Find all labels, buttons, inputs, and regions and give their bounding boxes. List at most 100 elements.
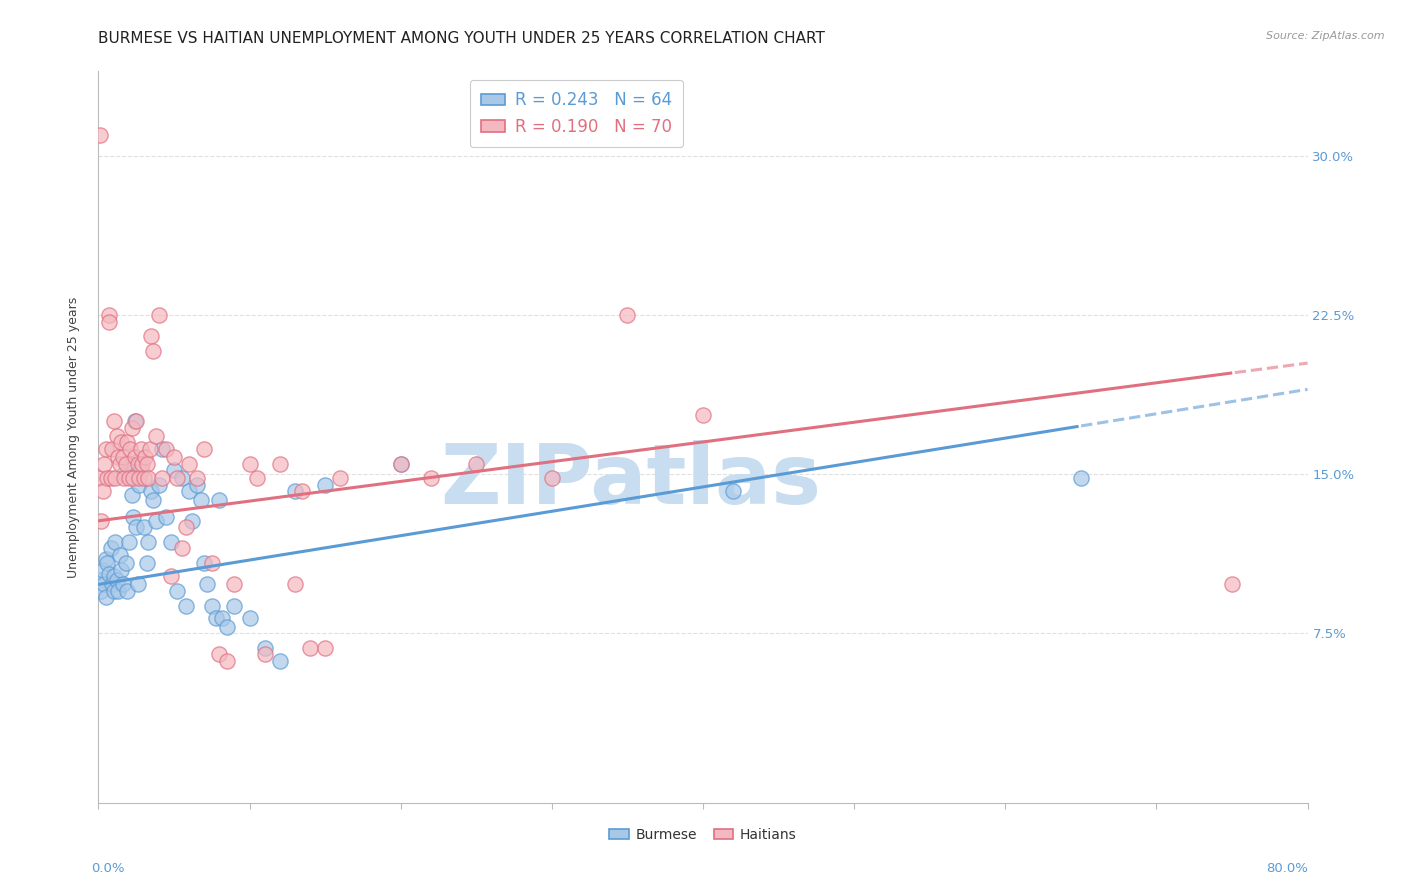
Point	[145, 514, 167, 528]
Point	[253, 648, 276, 662]
Point	[155, 442, 177, 456]
Point	[89, 573, 111, 587]
Point	[128, 471, 150, 485]
Point	[122, 509, 145, 524]
Point	[90, 583, 112, 598]
Point	[90, 514, 112, 528]
Point	[205, 611, 228, 625]
Point	[114, 556, 136, 570]
Point	[94, 442, 117, 456]
Point	[127, 457, 149, 471]
Point	[692, 408, 714, 422]
Point	[91, 563, 114, 577]
Point	[148, 477, 170, 491]
Point	[148, 308, 170, 322]
Point	[150, 471, 173, 485]
Point	[98, 566, 121, 581]
Point	[101, 442, 124, 456]
Point	[166, 471, 188, 485]
Point	[135, 457, 157, 471]
Point	[89, 128, 111, 142]
Text: ZIPatlas: ZIPatlas	[440, 441, 821, 522]
Point	[100, 541, 122, 556]
Point	[208, 648, 231, 662]
Point	[115, 435, 138, 450]
Point	[122, 471, 145, 485]
Point	[94, 590, 117, 604]
Point	[93, 577, 115, 591]
Point	[193, 442, 215, 456]
Point	[150, 442, 173, 456]
Point	[98, 308, 121, 322]
Point	[174, 520, 197, 534]
Point	[125, 414, 148, 428]
Point	[128, 477, 150, 491]
Point	[166, 583, 188, 598]
Y-axis label: Unemployment Among Youth under 25 years: Unemployment Among Youth under 25 years	[66, 296, 80, 578]
Point	[269, 457, 291, 471]
Point	[465, 457, 488, 471]
Point	[155, 509, 177, 524]
Point	[224, 599, 246, 613]
Point	[87, 471, 110, 485]
Point	[107, 583, 129, 598]
Point	[195, 577, 218, 591]
Point	[163, 463, 186, 477]
Point	[190, 492, 212, 507]
Point	[120, 457, 142, 471]
Text: 0.0%: 0.0%	[91, 863, 124, 875]
Point	[246, 471, 269, 485]
Point	[91, 484, 114, 499]
Point	[193, 556, 215, 570]
Point	[314, 640, 336, 655]
Point	[389, 457, 412, 471]
Point	[215, 620, 238, 634]
Point	[114, 457, 136, 471]
Point	[616, 308, 638, 322]
Point	[96, 471, 118, 485]
Point	[179, 457, 201, 471]
Point	[104, 535, 127, 549]
Point	[112, 471, 135, 485]
Point	[142, 344, 165, 359]
Point	[112, 467, 135, 482]
Point	[239, 457, 262, 471]
Point	[540, 471, 562, 485]
Point	[104, 471, 127, 485]
Point	[108, 548, 131, 562]
Point	[186, 471, 208, 485]
Point	[269, 654, 291, 668]
Point	[215, 654, 238, 668]
Point	[96, 556, 118, 570]
Point	[111, 577, 134, 591]
Point	[110, 563, 132, 577]
Point	[314, 477, 336, 491]
Point	[160, 569, 183, 583]
Point	[132, 520, 155, 534]
Point	[131, 457, 153, 471]
Text: BURMESE VS HAITIAN UNEMPLOYMENT AMONG YOUTH UNDER 25 YEARS CORRELATION CHART: BURMESE VS HAITIAN UNEMPLOYMENT AMONG YO…	[98, 31, 825, 46]
Point	[105, 429, 128, 443]
Point	[1070, 471, 1092, 485]
Point	[142, 492, 165, 507]
Point	[179, 484, 201, 499]
Point	[134, 450, 156, 465]
Point	[108, 457, 131, 471]
Point	[211, 611, 233, 625]
Point	[115, 583, 138, 598]
Point	[103, 583, 125, 598]
Point	[93, 457, 115, 471]
Point	[100, 471, 122, 485]
Point	[139, 442, 162, 456]
Point	[284, 484, 307, 499]
Point	[1220, 577, 1243, 591]
Point	[723, 484, 745, 499]
Point	[141, 329, 163, 343]
Point	[299, 640, 322, 655]
Point	[129, 442, 152, 456]
Point	[284, 577, 307, 591]
Point	[163, 450, 186, 465]
Point	[111, 450, 134, 465]
Point	[224, 577, 246, 591]
Point	[125, 520, 148, 534]
